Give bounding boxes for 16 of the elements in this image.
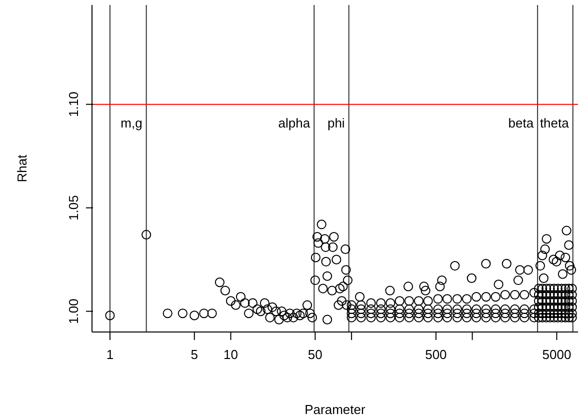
ref-line-label: m,g [120, 116, 142, 131]
y-tick-label: 1.10 [66, 92, 81, 117]
y-tick-label: 1.05 [66, 195, 81, 220]
x-tick-label: 50 [308, 347, 322, 362]
x-tick-label: 5000 [542, 347, 572, 362]
y-axis-title: Rhat [14, 154, 30, 182]
ref-line-label: alpha [278, 116, 311, 131]
x-tick-label: 500 [425, 347, 447, 362]
x-tick-label: 1 [106, 347, 114, 362]
x-tick-label: 5 [190, 347, 198, 362]
y-tick-label: 1.00 [66, 298, 81, 324]
x-axis-title: Parameter [304, 402, 366, 417]
ref-line-label: beta [508, 116, 534, 131]
ref-line-label: theta [540, 116, 570, 131]
x-tick-label: 10 [224, 347, 238, 362]
ref-line-label: phi [327, 116, 345, 131]
